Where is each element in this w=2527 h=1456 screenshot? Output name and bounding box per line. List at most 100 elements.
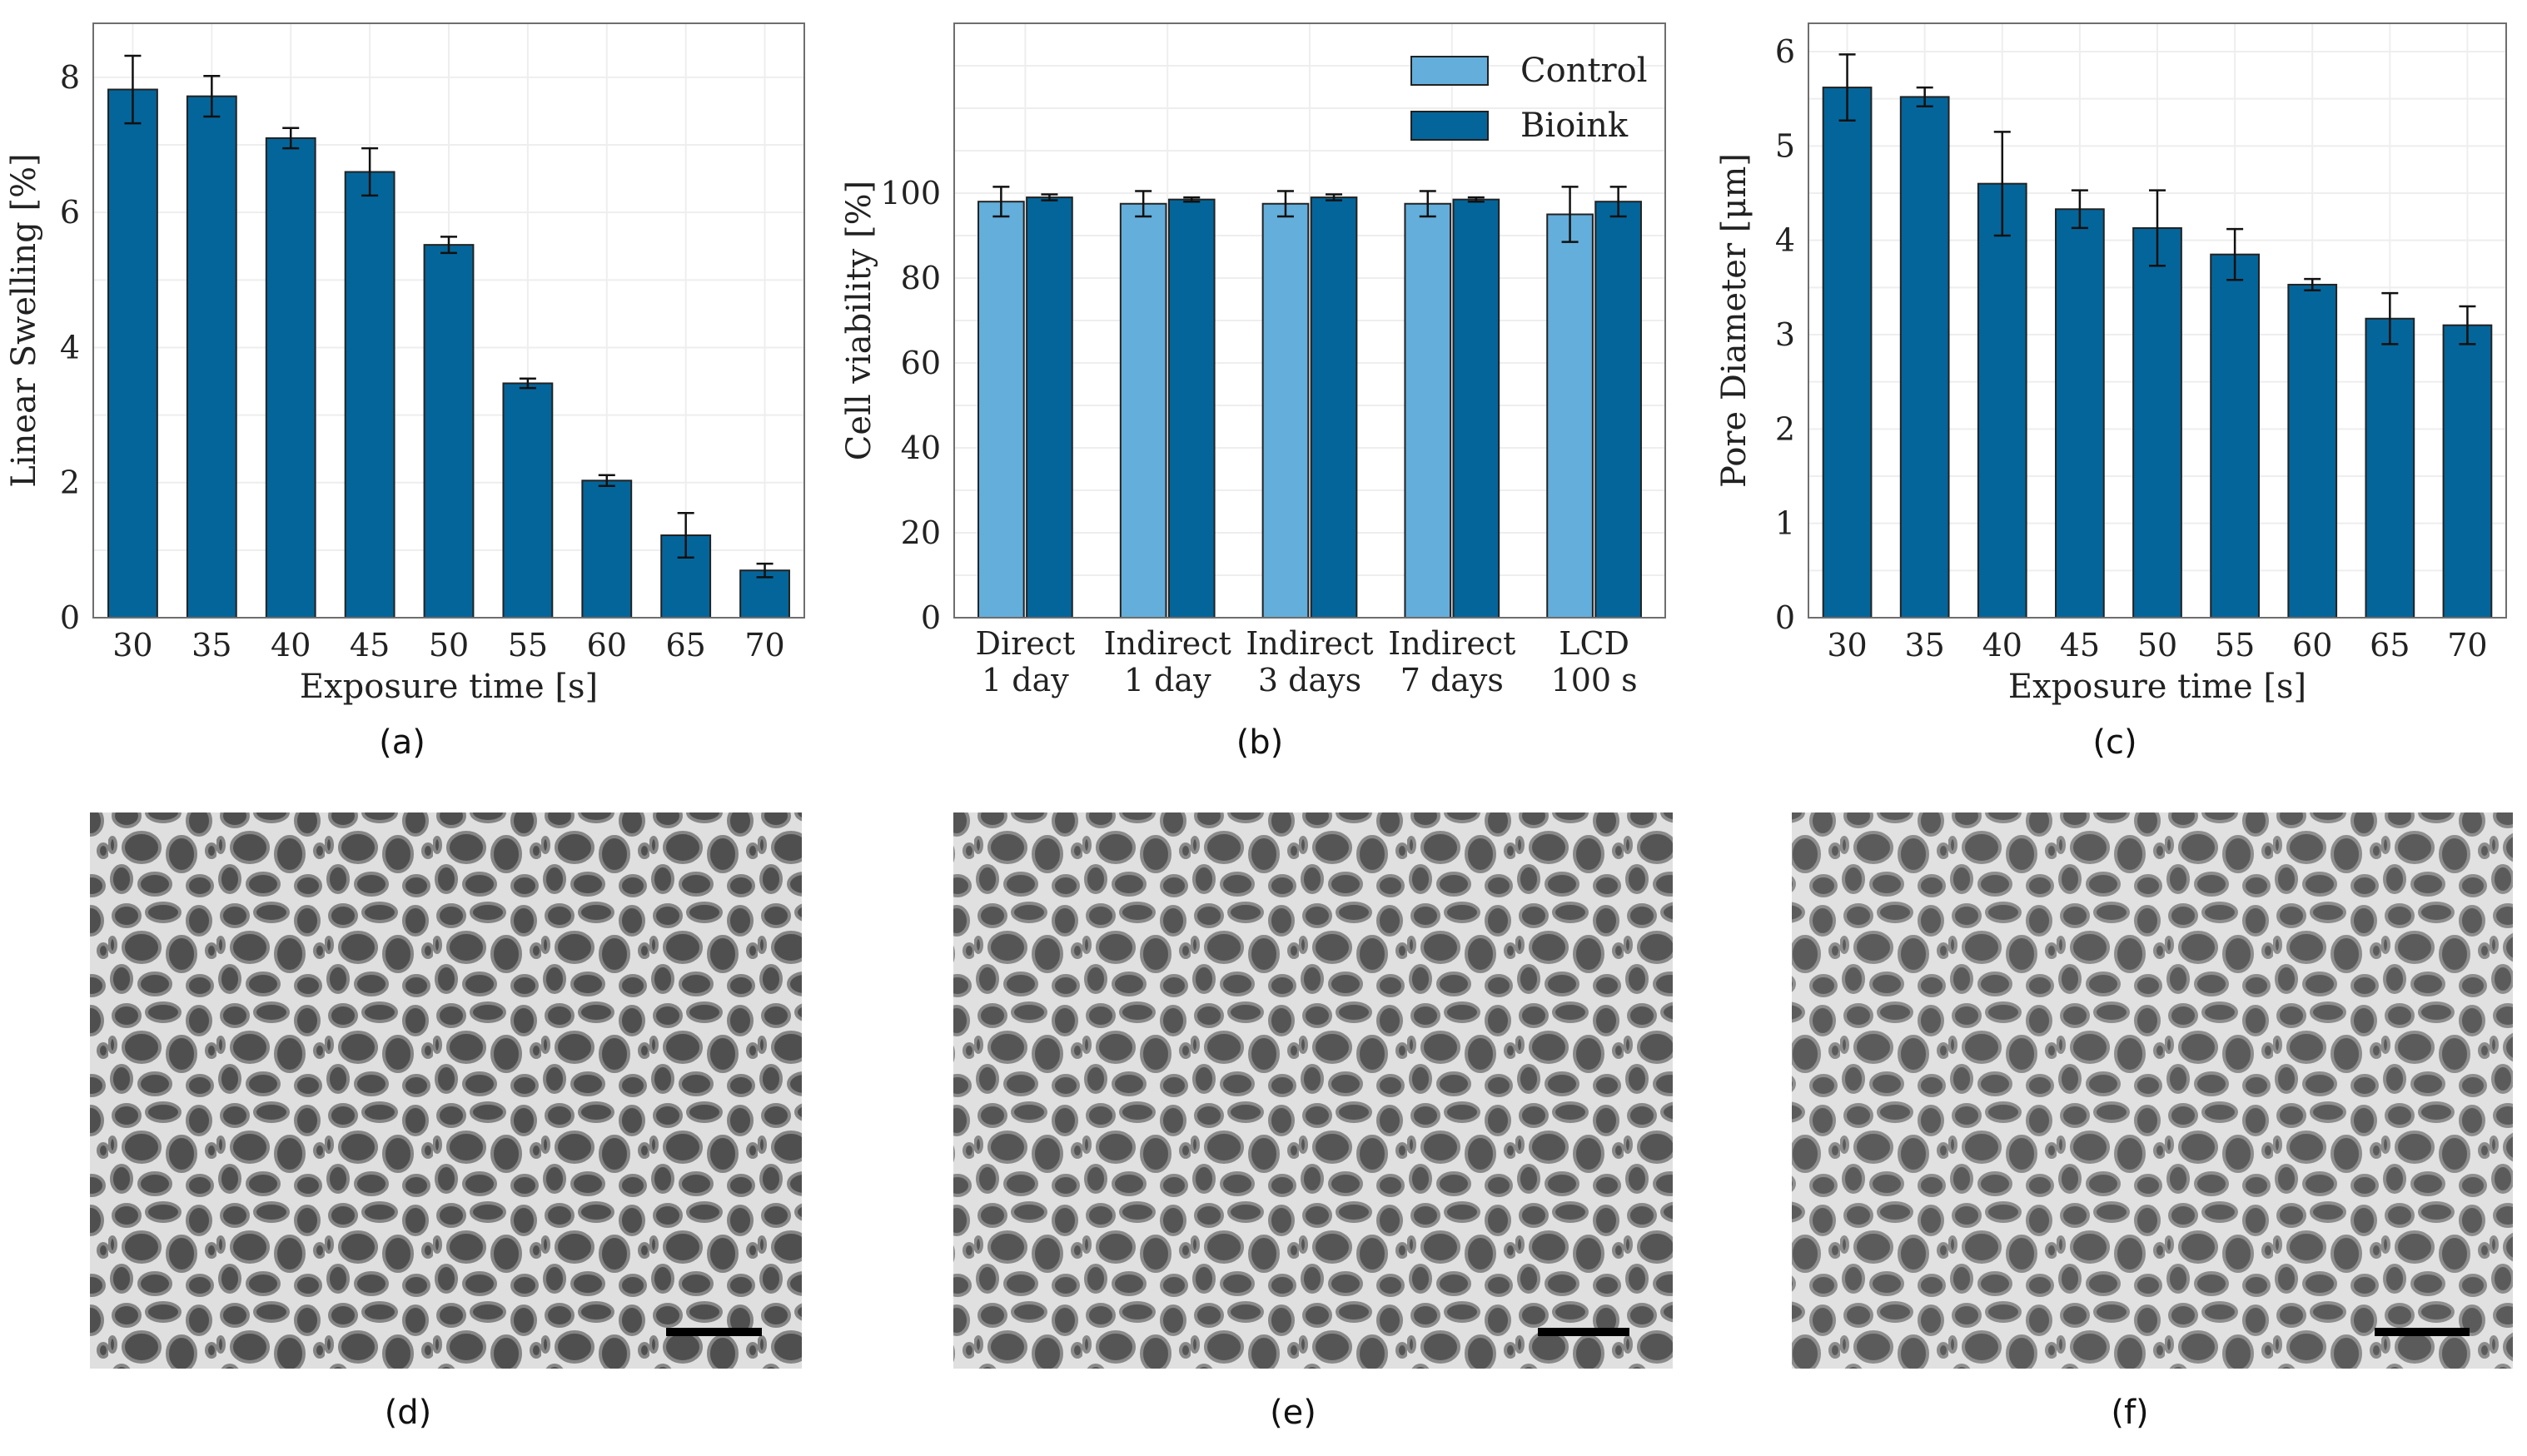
legend: Control Bioink (1410, 52, 1648, 145)
x-tick-label: 50 (2137, 627, 2177, 663)
sem-image-texture (1792, 812, 2513, 1369)
x-tick-label: 55 (508, 627, 548, 663)
plot-frame (92, 22, 805, 619)
x-tick-label: Indirect (1104, 625, 1231, 662)
bar (1977, 182, 2027, 619)
x-tick-label: 65 (2370, 627, 2410, 663)
bar (1822, 87, 1873, 619)
bars (1822, 53, 2493, 619)
bar (977, 201, 1025, 619)
x-axis-label: Exposure time [s] (300, 668, 598, 706)
y-axis: 0 2 4 6 8 (60, 59, 80, 636)
bar (581, 480, 633, 619)
bar (2132, 226, 2182, 619)
sem-image-d (90, 812, 802, 1369)
y-tick-label: 4 (1775, 222, 1795, 259)
y-axis: 0 20 40 60 80 100 (880, 175, 941, 636)
y-tick-label: 80 (901, 260, 941, 296)
bar (2442, 324, 2493, 619)
panel-label-b: (b) (1236, 723, 1284, 762)
sem-image-shading (90, 812, 802, 1369)
legend-swatch (1410, 56, 1489, 86)
sem-image-shading (1792, 812, 2513, 1369)
chart-linear-swelling: 0 2 4 6 8 30 35 40 45 50 55 60 65 70 Exposure time [s]… (5, 22, 805, 706)
y-tick-label: 60 (901, 345, 941, 381)
x-tick-label: 70 (744, 627, 784, 663)
x-tick-label: 60 (2292, 627, 2332, 663)
bar (265, 137, 316, 619)
y-axis-label: Pore Diameter [μm] (1715, 153, 1753, 488)
y-axis-label: Linear Swelling [%] (5, 153, 43, 487)
sem-image-texture (90, 812, 802, 1369)
sem-image-texture (953, 812, 1673, 1369)
bar (739, 569, 790, 619)
x-tick-label: 35 (1904, 627, 1944, 663)
sem-image-e (953, 812, 1673, 1369)
y-tick-label: 4 (60, 329, 80, 365)
panel-label-f: (f) (2111, 1394, 2148, 1432)
y-tick-label: 0 (921, 599, 941, 636)
x-tick-label: 3 days (1258, 662, 1361, 698)
bar (2365, 317, 2415, 619)
x-tick-label: 55 (2215, 627, 2255, 663)
bar (1026, 196, 1073, 619)
legend-label: Bioink (1520, 107, 1629, 145)
x-tick-label: 100 s (1551, 662, 1638, 698)
sem-image-shading (953, 812, 1673, 1369)
x-tick-label: Indirect (1388, 625, 1515, 662)
x-axis-label: Exposure time [s] (2008, 668, 2306, 706)
bar (1310, 196, 1358, 619)
bar (502, 382, 554, 619)
bar (186, 95, 237, 619)
bar (107, 88, 158, 619)
x-tick-label: 7 days (1400, 662, 1504, 698)
x-tick-label: 1 day (982, 662, 1069, 698)
bar (2055, 208, 2105, 619)
y-axis-label: Cell viability [%] (840, 181, 878, 460)
y-tick-label: 100 (880, 175, 941, 211)
bars (107, 54, 790, 619)
y-tick-label: 2 (1775, 410, 1795, 447)
y-tick-label: 20 (901, 514, 941, 551)
plot-frame (953, 22, 1666, 619)
x-tick-label: Direct (975, 625, 1075, 662)
x-tick-label: 70 (2447, 627, 2487, 663)
bar (660, 534, 712, 619)
x-axis: 30 35 40 45 50 55 60 65 70 (112, 627, 784, 663)
y-tick-label: 1 (1775, 505, 1795, 542)
x-tick-label: 45 (350, 627, 390, 663)
x-tick-label: LCD (1559, 625, 1629, 662)
x-tick-label: 30 (112, 627, 152, 663)
plot-frame (1808, 22, 2507, 619)
x-tick-label: 40 (271, 627, 311, 663)
bar (1452, 198, 1500, 619)
bar (1546, 213, 1594, 619)
bar (344, 171, 395, 619)
x-tick-label: Indirect (1246, 625, 1373, 662)
bar (2287, 283, 2338, 619)
bar (1167, 198, 1216, 619)
y-tick-label: 0 (60, 599, 80, 636)
bar (1594, 201, 1642, 619)
panel-label-e: (e) (1270, 1394, 1316, 1432)
y-tick-label: 3 (1775, 316, 1795, 353)
panel-label-a: (a) (379, 723, 425, 762)
y-tick-label: 5 (1775, 127, 1795, 164)
x-tick-label: 1 day (1124, 662, 1211, 698)
legend-swatch (1410, 111, 1489, 141)
x-axis: 30 35 40 45 50 55 60 65 70 (1827, 627, 2487, 663)
y-tick-label: 6 (60, 194, 80, 231)
y-tick-label: 8 (60, 59, 80, 96)
bar (1119, 202, 1167, 619)
bar (1899, 96, 1950, 619)
x-tick-label: 50 (429, 627, 469, 663)
y-tick-label: 0 (1775, 599, 1795, 636)
bar (1404, 202, 1452, 619)
x-tick-label: 60 (587, 627, 627, 663)
legend-label: Control (1520, 52, 1648, 90)
x-tick-label: 40 (1982, 627, 2022, 663)
